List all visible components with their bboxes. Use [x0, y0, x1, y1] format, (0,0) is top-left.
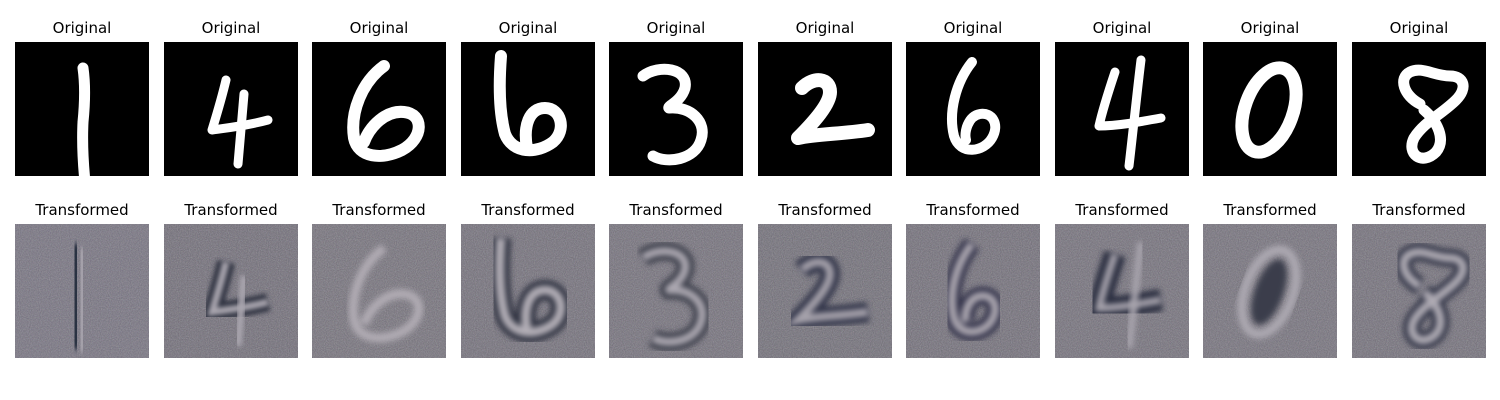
original-image: [164, 42, 298, 176]
transformed-image: [1203, 224, 1337, 358]
original-image: [1352, 42, 1486, 176]
transformed-title: Transformed: [629, 201, 723, 219]
original-title: Original: [795, 19, 855, 37]
transformed-title: Transformed: [778, 201, 872, 219]
original-title: Original: [498, 19, 558, 37]
transformed-image: [609, 224, 743, 358]
transformed-image: [312, 224, 446, 358]
transformed-image: [906, 224, 1040, 358]
original-image: [1055, 42, 1189, 176]
original-title: Original: [201, 19, 261, 37]
original-image: [609, 42, 743, 176]
original-title: Original: [943, 19, 1003, 37]
transformed-image: [1352, 224, 1486, 358]
transformed-image: [758, 224, 892, 358]
original-image: [15, 42, 149, 176]
transformed-image: [15, 224, 149, 358]
original-title: Original: [52, 19, 112, 37]
original-image: [906, 42, 1040, 176]
transformed-image: [461, 224, 595, 358]
transformed-image: [1055, 224, 1189, 358]
transformed-title: Transformed: [1075, 201, 1169, 219]
original-title: Original: [1389, 19, 1449, 37]
original-image: [461, 42, 595, 176]
transformed-title: Transformed: [184, 201, 278, 219]
transformed-title: Transformed: [481, 201, 575, 219]
transformed-title: Transformed: [35, 201, 129, 219]
transformed-title: Transformed: [332, 201, 426, 219]
transformed-title: Transformed: [1372, 201, 1466, 219]
original-title: Original: [349, 19, 409, 37]
original-image: [758, 42, 892, 176]
transformed-title: Transformed: [926, 201, 1020, 219]
original-title: Original: [1092, 19, 1152, 37]
original-title: Original: [646, 19, 706, 37]
original-title: Original: [1240, 19, 1300, 37]
transformed-title: Transformed: [1223, 201, 1317, 219]
original-image: [1203, 42, 1337, 176]
original-image: [312, 42, 446, 176]
transformed-image: [164, 224, 298, 358]
